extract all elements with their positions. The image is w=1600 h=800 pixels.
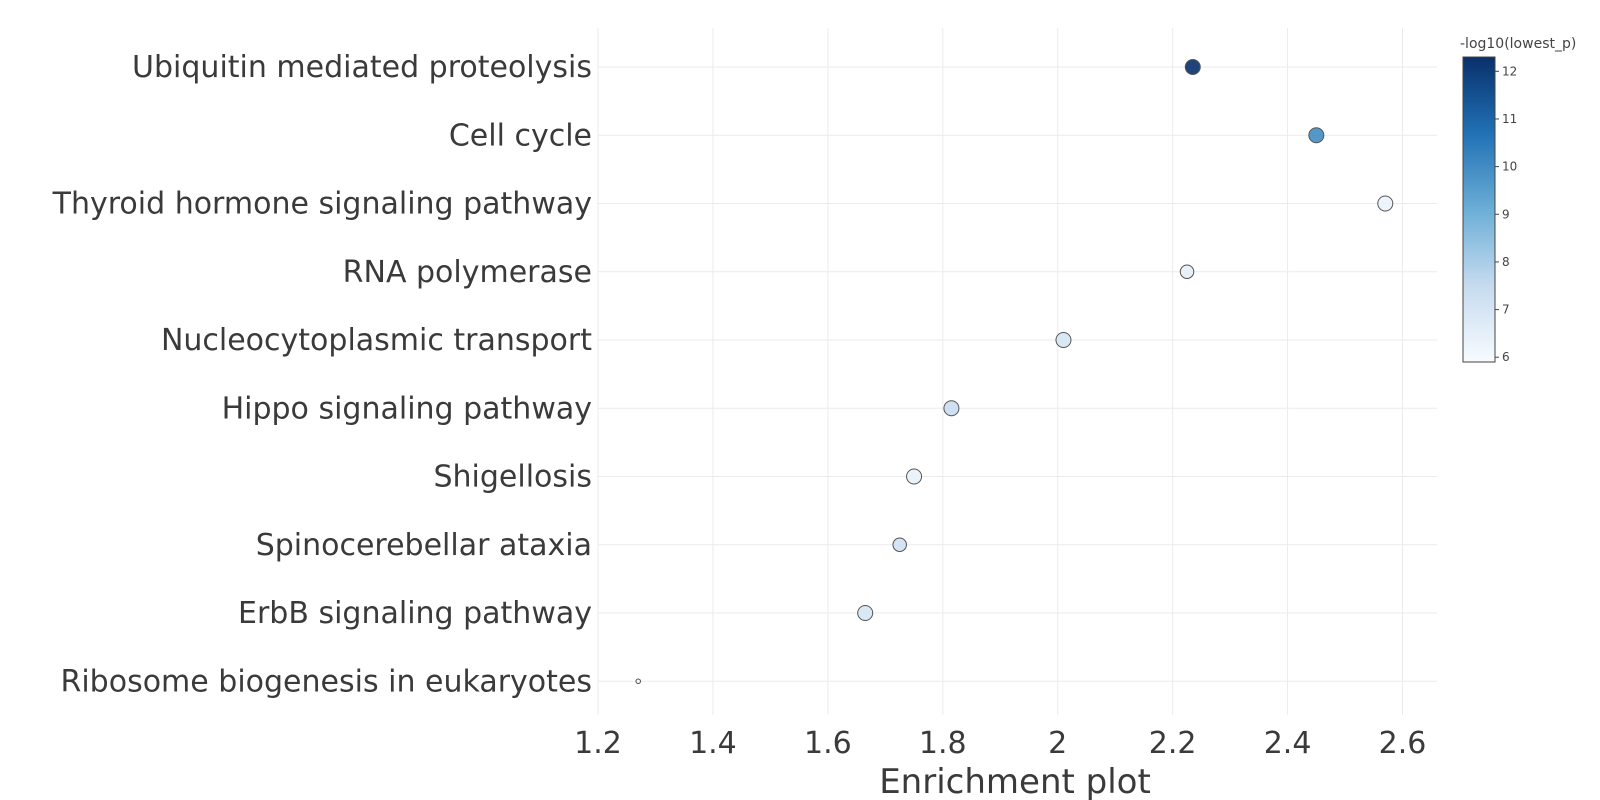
x-tick-label: 1.6 (804, 726, 852, 761)
data-points (635, 59, 1394, 684)
x-tick-label: 2.4 (1264, 726, 1312, 761)
y-tick-label: Shigellosis (433, 460, 592, 495)
data-point (906, 468, 923, 485)
y-tick-label: Ubiquitin mediated proteolysis (132, 50, 592, 85)
x-axis-title: Enrichment plot (879, 762, 1151, 800)
x-tick-label: 2 (1048, 726, 1067, 761)
colorbar-tick-label: 8 (1502, 255, 1510, 269)
colorbar-tick-label: 7 (1502, 303, 1510, 317)
x-tick-label: 2.2 (1149, 726, 1197, 761)
colorbar-tick-label: 6 (1502, 350, 1510, 364)
y-tick-label: RNA polymerase (343, 255, 592, 290)
colorbar-tick-label: 9 (1502, 207, 1510, 221)
data-point (892, 537, 907, 552)
y-tick-label: Ribosome biogenesis in eukaryotes (61, 664, 593, 699)
x-tick-label: 2.6 (1379, 726, 1427, 761)
data-point (1184, 59, 1201, 75)
data-point (1179, 264, 1195, 279)
colorbar-gradient (1462, 56, 1496, 363)
data-point (943, 400, 960, 417)
data-point (857, 605, 874, 621)
colorbar-tick-label: 12 (1502, 64, 1517, 78)
data-point (1308, 127, 1325, 144)
y-axis-labels: Ubiquitin mediated proteolysis Cell cycle… (52, 50, 593, 699)
y-tick-label: Cell cycle (449, 118, 592, 153)
data-point (1377, 195, 1394, 212)
y-tick-label: Thyroid hormone signaling pathway (52, 187, 592, 222)
y-tick-label: ErbB signaling pathway (238, 596, 592, 631)
grid-layer (597, 28, 1437, 715)
y-tick-label: Spinocerebellar ataxia (256, 528, 592, 563)
data-point (635, 678, 641, 684)
y-tick-label: Nucleocytoplasmic transport (161, 323, 592, 358)
data-point (1055, 332, 1072, 348)
x-tick-label: 1.8 (919, 726, 967, 761)
x-axis-ticks: 1.2 1.4 1.6 1.8 2 2.2 2.4 2.6 (574, 726, 1426, 761)
x-tick-label: 1.4 (689, 726, 737, 761)
colorbar-ticks: 6 7 8 9 10 11 12 (1495, 64, 1517, 364)
colorbar-tick-label: 11 (1502, 112, 1517, 126)
y-tick-label: Hippo signaling pathway (222, 391, 592, 426)
x-tick-label: 1.2 (574, 726, 622, 761)
colorbar-tick-label: 10 (1502, 160, 1517, 174)
colorbar-title: -log10(lowest_p) (1460, 36, 1576, 52)
colorbar-legend: -log10(lowest_p) 6 7 8 9 10 11 12 (1460, 36, 1576, 364)
